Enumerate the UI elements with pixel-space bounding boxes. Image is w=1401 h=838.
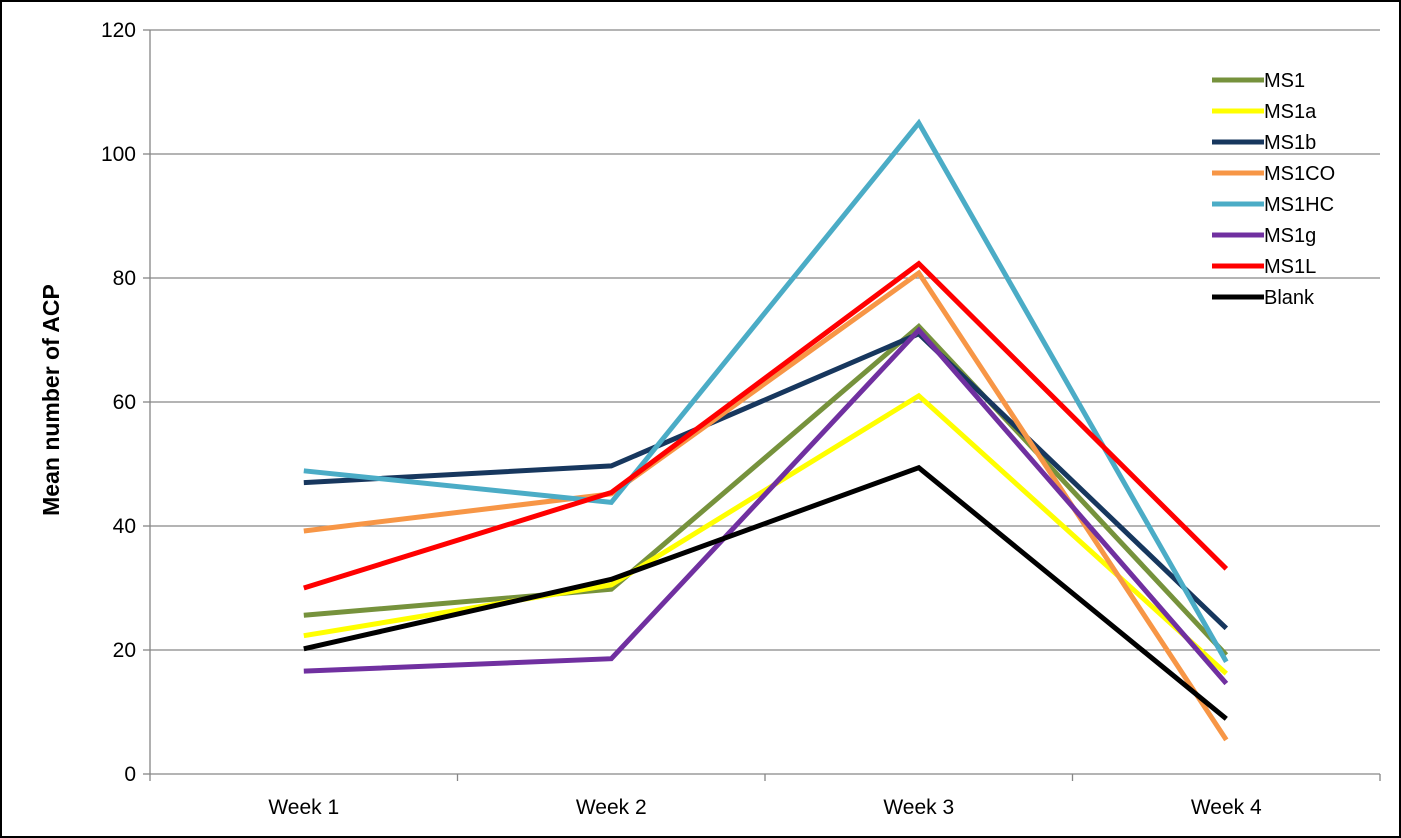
legend: MS1 MS1a MS1b MS1CO MS1HC MS1g MS1L Blank: [1212, 70, 1335, 309]
y-tick-label: 40: [113, 515, 136, 538]
x-tick-label: Week 2: [576, 796, 647, 819]
series-line-ms1hc: [303, 118, 1229, 664]
series-lines: [303, 118, 1229, 742]
series-line-ms1l: [303, 260, 1229, 591]
legend-label-ms1co: MS1CO: [1264, 163, 1335, 185]
y-tick-label: 80: [113, 267, 136, 290]
series-line-ms1: [303, 322, 1229, 657]
series-line-ms1b: [303, 330, 1229, 631]
x-tick-label: Week 1: [268, 796, 339, 819]
legend-label-ms1l: MS1L: [1264, 256, 1316, 278]
y-tick-label: 20: [113, 639, 136, 662]
x-tick-label: Week 4: [1191, 796, 1262, 819]
legend-label-ms1g: MS1g: [1264, 225, 1316, 247]
y-tick-label: 60: [113, 391, 136, 414]
y-tick-label: 0: [124, 763, 136, 786]
y-tick-label: 120: [101, 19, 136, 42]
gridlines: [150, 29, 1380, 651]
legend-label-ms1: MS1: [1264, 70, 1305, 92]
y-tick-label: 100: [101, 143, 136, 166]
legend-label-ms1a: MS1a: [1264, 101, 1317, 123]
series-line-blank: [303, 464, 1228, 721]
series-line-ms1g: [303, 326, 1229, 686]
y-axis-title: Mean number of ACP: [38, 284, 64, 516]
legend-label-ms1hc: MS1HC: [1264, 194, 1334, 216]
series-line-ms1a: [303, 392, 1228, 676]
legend-label-ms1b: MS1b: [1264, 132, 1316, 154]
x-tick-label: Week 3: [883, 796, 954, 819]
legend-label-blank: Blank: [1264, 287, 1315, 309]
axes: 0 20 40 60 80 100 120 Week 1 Week 2 Week 3 Week 4: [101, 19, 1381, 819]
